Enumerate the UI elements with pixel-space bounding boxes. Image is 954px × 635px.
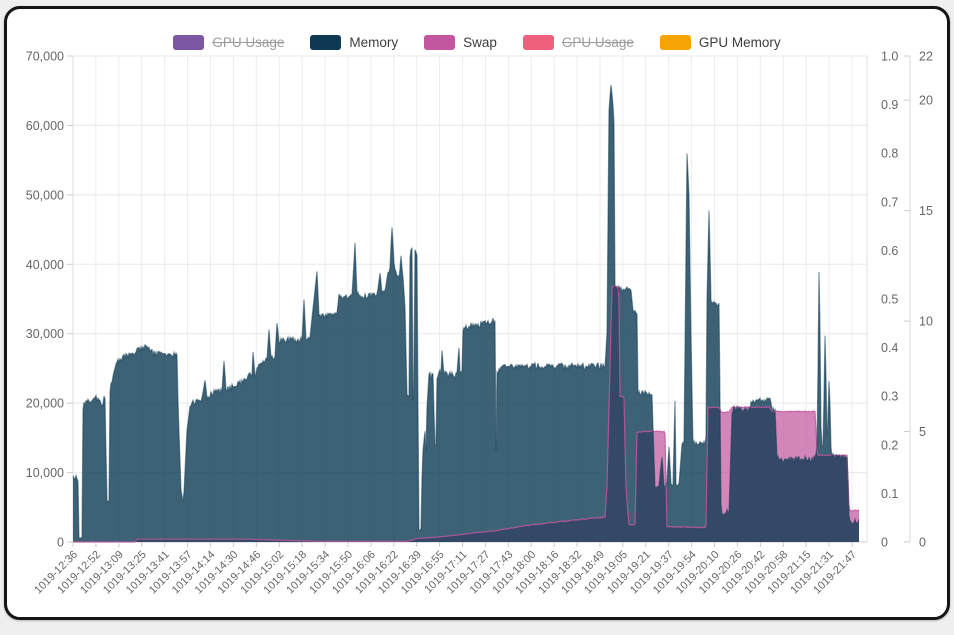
memory-series-area xyxy=(73,85,859,542)
legend-label: GPU Usage xyxy=(561,34,634,50)
memory-swatch-icon xyxy=(310,34,342,50)
x-axis-labels: 1019-12:361019-12:521019-13:091019-13:25… xyxy=(32,549,859,597)
y-right-gpu-mem-tick-label: 0 xyxy=(919,536,926,550)
y-axis-right-gpu-mem-labels: 0 5 10 15 20 22 xyxy=(919,50,933,550)
gpu-usage-swatch-icon xyxy=(173,34,205,50)
swap-series-line xyxy=(73,285,860,543)
swap-swatch-icon xyxy=(424,34,456,50)
y-left-tick-label: 40,000 xyxy=(26,258,64,272)
y-right-usage-tick-label: 0.3 xyxy=(881,390,898,404)
y-right-gpu-mem-tick-label: 20 xyxy=(919,94,933,108)
y-right-usage-tick-label: 0.9 xyxy=(881,98,898,112)
legend-label: GPU Usage xyxy=(212,34,285,50)
y-left-tick-label: 30,000 xyxy=(26,327,64,341)
y-left-tick-label: 60,000 xyxy=(26,119,64,133)
legend-item-gpu-usage-0[interactable]: GPU Usage xyxy=(173,34,285,50)
y-right-gpu-mem-tick-label: 5 xyxy=(919,425,926,439)
gpu-memory-swatch-icon xyxy=(659,34,691,50)
y-right-usage-tick-label: 0.5 xyxy=(881,293,898,307)
y-right-usage-tick-label: 0.8 xyxy=(881,147,898,161)
y-left-tick-label: 70,000 xyxy=(26,50,64,64)
y-left-tick-label: 50,000 xyxy=(26,188,64,202)
legend-label: GPU Memory xyxy=(698,34,781,50)
legend-item-gpu-memory-4[interactable]: GPU Memory xyxy=(659,34,781,50)
y-right-gpu-mem-tick-label: 10 xyxy=(919,315,933,329)
y-left-tick-label: 10,000 xyxy=(26,466,64,480)
y-right-usage-tick-label: 1.0 xyxy=(881,50,898,64)
y-right-usage-tick-label: 0.1 xyxy=(881,487,898,501)
y-right-usage-tick-label: 0.6 xyxy=(881,244,898,258)
y-left-tick-label: 0 xyxy=(57,536,64,550)
y-right-gpu-mem-tick-label: 22 xyxy=(919,50,933,64)
y-right-gpu-mem-tick-label: 15 xyxy=(919,204,933,218)
series-areas xyxy=(72,84,860,543)
legend-label: Memory xyxy=(349,34,399,50)
y-axis-right-usage-labels: 0 0.1 0.2 0.3 0.4 0.5 0.6 0.7 0.8 0.9 1.0 xyxy=(881,50,898,550)
y-right-usage-tick-label: 0 xyxy=(881,536,888,550)
legend-label: Swap xyxy=(463,34,497,50)
y-right-usage-tick-label: 0.7 xyxy=(881,195,898,209)
chart-plot: 0 10,000 20,000 30,000 40,000 50,000 60,000 70,… xyxy=(26,50,933,597)
legend-item-swap-2[interactable]: Swap xyxy=(424,34,497,50)
memory-series-line xyxy=(72,84,860,539)
y-axis-left-labels: 0 10,000 20,000 30,000 40,000 50,000 60,000 70,… xyxy=(26,50,64,550)
y-right-usage-tick-label: 0.2 xyxy=(881,438,898,452)
gpu-usage-swatch-icon xyxy=(522,34,554,50)
y-left-tick-label: 20,000 xyxy=(26,397,64,411)
y-right-usage-tick-label: 0.4 xyxy=(881,341,898,355)
tick-marks xyxy=(67,55,910,547)
legend-item-gpu-usage-3[interactable]: GPU Usage xyxy=(522,34,634,50)
legend-item-memory-1[interactable]: Memory xyxy=(310,34,399,50)
chart-card: GPU Usage Memory Swap GPU Usage GPU Memory 0… xyxy=(4,6,950,620)
legend: GPU Usage Memory Swap GPU Usage GPU Memory xyxy=(7,31,947,53)
